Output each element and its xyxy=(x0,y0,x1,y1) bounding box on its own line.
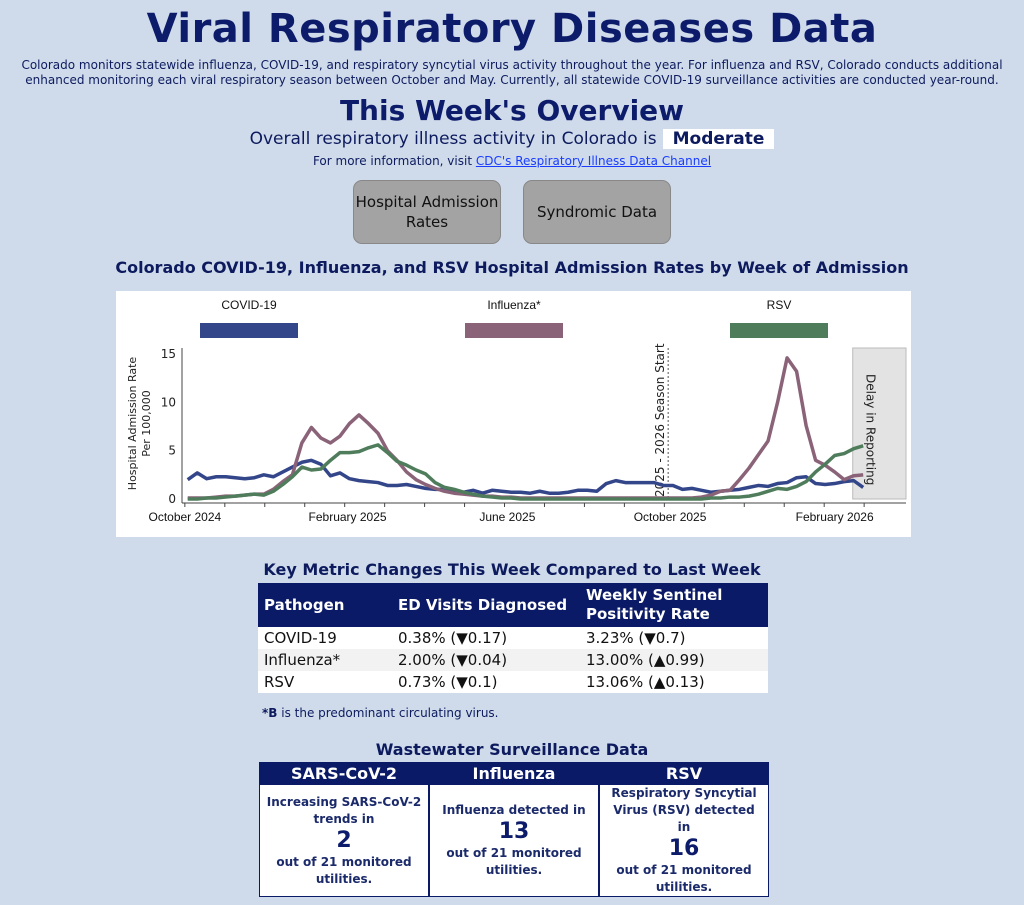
wastewater-post: out of 21 monitored utilities. xyxy=(446,846,582,877)
wastewater-count: 2 xyxy=(336,827,352,853)
y-tick-label: 15 xyxy=(161,347,176,361)
table-cell: 2.00% (▼0.04) xyxy=(392,649,580,671)
table-cell: Influenza* xyxy=(258,649,392,671)
wastewater-pre: Respiratory Syncytial Virus (RSV) detect… xyxy=(611,786,757,834)
table-cell: 13.00% (▲0.99) xyxy=(580,649,768,671)
wastewater-body: Respiratory Syncytial Virus (RSV) detect… xyxy=(600,785,768,896)
wastewater-column: RSV Respiratory Syncytial Virus (RSV) det… xyxy=(600,763,768,896)
wastewater-post: out of 21 monitored utilities. xyxy=(276,854,412,886)
x-tick-label: October 2024 xyxy=(148,510,221,524)
activity-prefix: Overall respiratory illness activity in … xyxy=(249,129,657,149)
wastewater-body: Increasing SARS-CoV-2 trends in 2 out of 2… xyxy=(260,785,428,896)
hospital-admission-rates-button[interactable]: Hospital Admission Rates xyxy=(353,180,501,244)
wastewater-pre: Influenza detected in xyxy=(442,803,586,817)
table-row: RSV 0.73% (▼0.1) 13.06% (▲0.13) xyxy=(258,671,768,693)
footnote: *B is the predominant circulating virus. xyxy=(262,706,499,720)
legend-label: Influenza* xyxy=(487,298,541,312)
metrics-table: Pathogen ED Visits Diagnosed Weekly Sent… xyxy=(258,583,768,693)
hospital-admission-chart: Delay in Reporting 2025 - 2026 Season Sta… xyxy=(116,291,911,537)
delay-label: Delay in Reporting xyxy=(864,374,878,485)
table-row: Influenza* 2.00% (▼0.04) 13.00% (▲0.99) xyxy=(258,649,768,671)
activity-line: Overall respiratory illness activity in … xyxy=(0,129,1024,149)
y-tick-label: 5 xyxy=(168,444,176,458)
table-cell: 3.23% (▼0.7) xyxy=(586,629,686,647)
more-info: For more information, visit CDC's Respir… xyxy=(0,154,1024,168)
legend-swatch xyxy=(200,323,298,338)
col-header: Pathogen xyxy=(258,583,392,627)
wastewater-header: Influenza xyxy=(430,763,598,785)
table-cell: COVID-19 xyxy=(264,629,337,647)
table-cell: RSV xyxy=(264,673,295,691)
syndromic-data-button[interactable]: Syndromic Data xyxy=(523,180,671,244)
more-prefix: For more information, visit xyxy=(312,154,473,168)
wastewater-header: RSV xyxy=(600,763,768,785)
metrics-title: Key Metric Changes This Week Compared to… xyxy=(263,560,761,579)
wastewater-title: Wastewater Surveillance Data xyxy=(375,740,649,759)
table-cell: 0.38% (▼0.17) xyxy=(398,629,508,647)
table-cell: 13.06% (▲0.13) xyxy=(586,673,705,691)
x-tick-label: October 2025 xyxy=(634,510,707,524)
page-title: Viral Respiratory Diseases Data xyxy=(146,6,878,52)
cdc-link[interactable]: CDC's Respiratory Illness Data Channel xyxy=(475,154,712,168)
x-tick-label: June 2025 xyxy=(479,510,535,524)
wastewater-column: Influenza Influenza detected in 13 out of 2… xyxy=(430,763,598,896)
legend-label: COVID-19 xyxy=(221,298,277,312)
activity-badge: Moderate xyxy=(662,129,775,149)
series-line-influenza xyxy=(187,356,864,500)
series-line-rsv xyxy=(187,443,864,501)
wastewater-column: SARS-CoV-2 Increasing SARS-CoV-2 trends i… xyxy=(260,763,428,896)
wastewater-count: 16 xyxy=(668,836,700,861)
wastewater-pre: Increasing SARS-CoV-2 trends in xyxy=(266,794,422,826)
x-tick-label: February 2025 xyxy=(309,510,387,524)
legend-label: RSV xyxy=(767,298,792,312)
intro-text: Colorado monitors statewide influenza, C… xyxy=(21,58,1003,87)
table-row: COVID-19 0.38% (▼0.17) 3.23% (▼0.7) xyxy=(258,627,768,649)
x-tick-label: February 2026 xyxy=(796,510,874,524)
y-axis-label: Hospital Admission RatePer 100,000 xyxy=(126,357,153,491)
wastewater-table: SARS-CoV-2 Increasing SARS-CoV-2 trends i… xyxy=(259,762,769,897)
y-tick-label: 0 xyxy=(168,492,176,506)
overview-title: This Week's Overview xyxy=(339,94,685,127)
chart-title: Colorado COVID-19, Influenza, and RSV Ho… xyxy=(115,258,909,277)
season-start-label: 2025 - 2026 Season Start xyxy=(653,343,667,497)
wastewater-post: out of 21 monitored utilities. xyxy=(616,863,752,894)
wastewater-count: 13 xyxy=(498,819,530,844)
col-header: Weekly Sentinel Positivity Rate xyxy=(580,583,768,627)
wastewater-header: SARS-CoV-2 xyxy=(260,763,428,785)
table-cell: 0.73% (▼0.1) xyxy=(398,673,498,691)
legend-swatch xyxy=(730,323,828,338)
wastewater-body: Influenza detected in 13 out of 21 monitor… xyxy=(430,785,598,896)
col-header: ED Visits Diagnosed xyxy=(392,583,580,627)
legend-swatch xyxy=(465,323,563,338)
series-line-covid19 xyxy=(186,458,865,495)
y-tick-label: 10 xyxy=(161,395,176,409)
